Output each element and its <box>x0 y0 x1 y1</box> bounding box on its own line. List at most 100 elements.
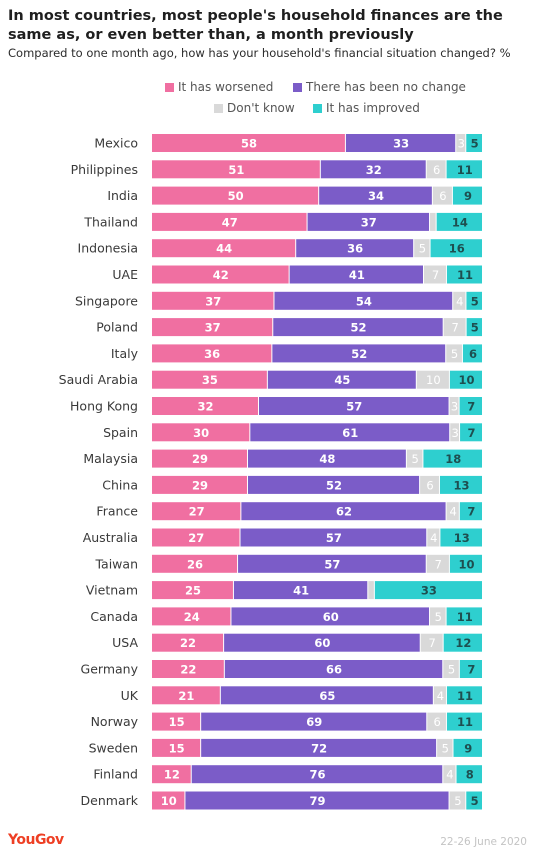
data-label-dont-know-denmark: 5 <box>454 794 461 808</box>
category-label-india: India <box>107 188 138 203</box>
category-label-mexico: Mexico <box>94 136 138 151</box>
data-label-worsened-poland: 37 <box>205 321 221 335</box>
data-label-worsened-india: 50 <box>228 189 244 203</box>
bar-worsened-china <box>152 475 247 494</box>
data-label-no-change-malaysia: 48 <box>319 452 335 466</box>
bar-dont-know-indonesia <box>414 239 430 258</box>
bar-worsened-sweden <box>152 738 201 757</box>
bar-dont-know-germany <box>443 660 459 678</box>
data-label-improved-mexico: 5 <box>471 137 479 151</box>
data-label-no-change-saudi-arabia: 45 <box>334 373 350 387</box>
data-label-improved-canada: 11 <box>457 610 473 624</box>
legend: It has worsened There has been no change… <box>0 78 537 120</box>
data-label-improved-spain: 7 <box>468 426 476 440</box>
data-label-no-change-indonesia: 36 <box>347 242 363 256</box>
bar-no-change-hong-kong <box>258 397 449 415</box>
bar-improved-spain <box>460 423 482 442</box>
bar-dont-know-malaysia <box>406 449 423 468</box>
data-label-dont-know-usa: 7 <box>429 636 436 650</box>
bar-worsened-norway <box>152 712 201 731</box>
bar-dont-know-india <box>432 186 452 205</box>
data-label-improved-uae: 11 <box>457 268 473 282</box>
category-label-uk: UK <box>121 688 139 703</box>
bar-worsened-france <box>152 502 241 521</box>
category-label-usa: USA <box>112 635 138 650</box>
bar-worsened-indonesia <box>152 239 296 258</box>
data-label-worsened-singapore: 37 <box>205 294 221 308</box>
bar-worsened-malaysia <box>152 449 247 468</box>
data-label-dont-know-finland: 4 <box>446 768 453 782</box>
bar-worsened-taiwan <box>152 554 238 573</box>
data-label-no-change-india: 34 <box>368 189 384 203</box>
category-label-spain: Spain <box>103 425 138 440</box>
bar-no-change-denmark <box>185 791 449 810</box>
bar-no-change-thailand <box>307 212 430 231</box>
bar-improved-australia <box>440 528 482 547</box>
legend-swatch-worsened <box>165 82 174 92</box>
data-label-improved-sweden: 9 <box>464 741 472 755</box>
data-label-no-change-china: 52 <box>326 478 342 492</box>
data-label-worsened-usa: 22 <box>180 636 196 650</box>
data-label-improved-usa: 12 <box>455 636 471 650</box>
data-label-dont-know-mexico: 3 <box>458 137 465 151</box>
data-label-dont-know-australia: 4 <box>430 531 437 545</box>
bar-improved-italy <box>462 344 482 363</box>
data-label-worsened-sweden: 15 <box>169 741 185 755</box>
bar-no-change-finland <box>191 765 443 784</box>
data-label-worsened-australia: 27 <box>188 531 204 545</box>
bar-dont-know-usa <box>420 633 443 652</box>
legend-swatch-dont-know <box>214 103 223 113</box>
bar-improved-hong-kong <box>459 397 482 415</box>
category-label-singapore: Singapore <box>75 293 138 308</box>
category-label-china: China <box>102 477 138 492</box>
bar-dont-know-vietnam <box>368 581 374 600</box>
data-label-no-change-denmark: 79 <box>309 794 325 808</box>
bar-dont-know-norway <box>427 712 446 731</box>
bar-no-change-china <box>247 475 420 494</box>
data-label-no-change-vietnam: 41 <box>293 584 309 598</box>
data-label-improved-france: 7 <box>467 505 475 519</box>
bar-worsened-uae <box>152 265 289 284</box>
data-label-worsened-uk: 21 <box>178 689 194 703</box>
data-label-dont-know-canada: 5 <box>435 610 442 624</box>
category-label-philippines: Philippines <box>71 162 138 177</box>
bar-worsened-uk <box>152 686 220 705</box>
data-label-worsened-france: 27 <box>189 505 205 519</box>
bar-dont-know-denmark <box>449 791 466 810</box>
data-label-no-change-usa: 60 <box>314 636 330 650</box>
data-label-improved-australia: 13 <box>454 531 470 545</box>
bar-improved-indonesia <box>430 239 482 258</box>
data-label-improved-hong-kong: 7 <box>467 400 475 414</box>
data-label-improved-norway: 11 <box>457 715 473 729</box>
bar-worsened-vietnam <box>152 581 233 600</box>
bar-improved-poland <box>466 318 482 337</box>
data-label-improved-finland: 8 <box>466 768 474 782</box>
data-label-dont-know-poland: 7 <box>451 321 458 335</box>
legend-label-improved: It has improved <box>326 101 420 115</box>
data-label-dont-know-saudi-arabia: 10 <box>426 373 441 387</box>
bar-improved-malaysia <box>423 449 482 468</box>
bar-worsened-germany <box>152 660 224 678</box>
bar-worsened-philippines <box>152 160 320 179</box>
legend-swatch-improved <box>313 103 322 113</box>
bar-worsened-italy <box>152 344 272 363</box>
data-label-improved-poland: 5 <box>471 321 479 335</box>
bar-improved-canada <box>446 607 482 626</box>
bar-improved-mexico <box>466 134 482 152</box>
category-label-france: France <box>96 504 138 519</box>
bar-worsened-denmark <box>152 791 185 810</box>
bar-improved-india <box>452 186 482 205</box>
data-label-no-change-australia: 57 <box>326 531 342 545</box>
data-label-worsened-italy: 36 <box>204 347 220 361</box>
data-label-no-change-canada: 60 <box>323 610 339 624</box>
data-label-no-change-uk: 65 <box>319 689 335 703</box>
bar-worsened-singapore <box>152 291 274 310</box>
data-label-improved-saudi-arabia: 10 <box>458 373 474 387</box>
data-label-dont-know-france: 4 <box>450 505 457 519</box>
data-label-improved-denmark: 5 <box>471 794 479 808</box>
data-label-no-change-thailand: 37 <box>361 215 377 229</box>
data-label-worsened-malaysia: 29 <box>192 452 208 466</box>
bar-improved-denmark <box>466 791 482 810</box>
data-label-dont-know-germany: 5 <box>448 663 455 677</box>
